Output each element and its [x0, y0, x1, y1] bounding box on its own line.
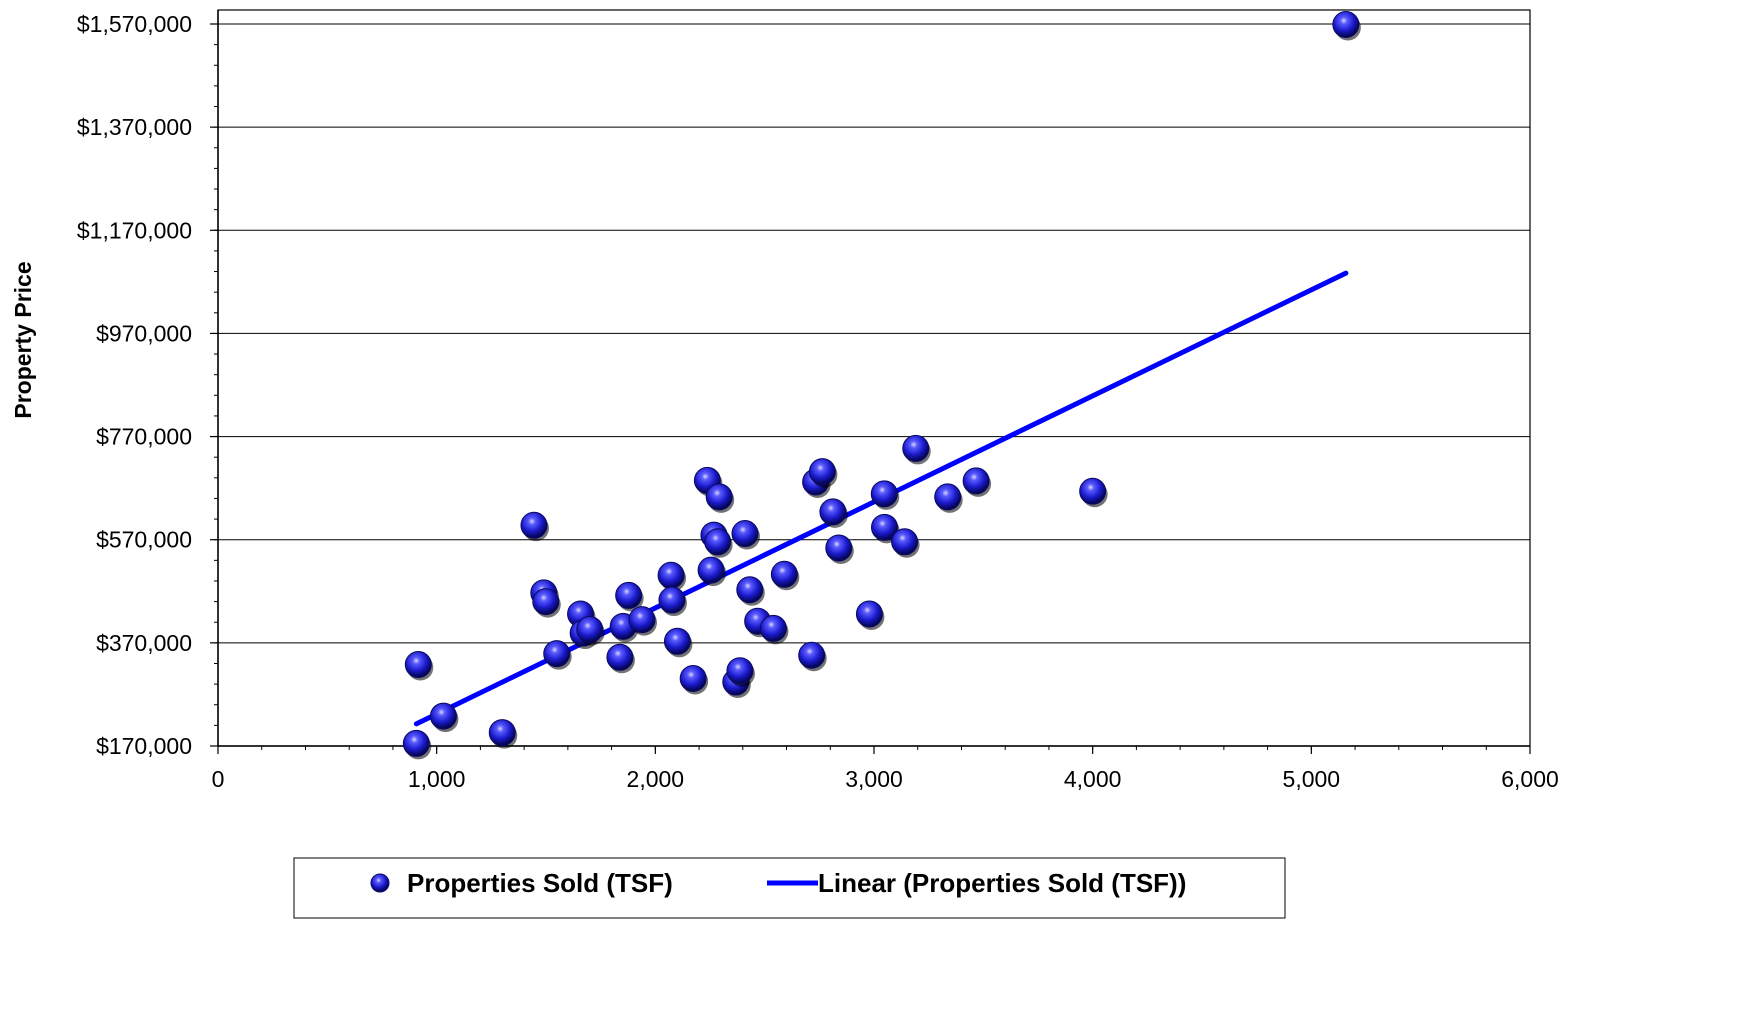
data-point-marker: [704, 528, 732, 556]
data-point-marker: [726, 657, 754, 685]
data-point-marker: [488, 719, 516, 747]
y-axis: $170,000 $370,000 $570,000 $770,000 $970,000…: [77, 10, 219, 759]
data-point: [1332, 11, 1361, 41]
data-point-marker: [770, 560, 798, 588]
legend-marker-points: [370, 873, 390, 893]
y-tick-label: $970,000: [96, 320, 192, 346]
y-tick-label: $370,000: [96, 630, 192, 656]
data-point-marker: [934, 483, 962, 511]
data-point: [770, 560, 800, 591]
y-tick-label: $1,370,000: [77, 114, 192, 140]
gridlines: [218, 23, 1530, 644]
data-point-marker: [870, 513, 898, 541]
data-point: [543, 640, 572, 670]
y-axis-title: Property Price: [10, 261, 36, 418]
plot-area-border: [217, 9, 1531, 747]
data-point-marker: [532, 588, 560, 616]
data-point-marker: [825, 534, 853, 562]
data-point: [962, 467, 992, 497]
data-point-marker: [1332, 11, 1360, 39]
data-point: [934, 483, 963, 513]
data-point: [658, 586, 687, 617]
data-point-marker: [429, 702, 457, 730]
data-point: [870, 480, 900, 510]
data-point-marker: [891, 528, 919, 556]
x-tick-label: 0: [212, 766, 225, 792]
legend-label-trendline: Linear (Properties Sold (TSF)): [818, 868, 1186, 898]
data-point: [606, 643, 635, 674]
data-point: [532, 588, 561, 618]
data-point: [404, 651, 434, 681]
data-point: [891, 528, 920, 558]
legend-label-points: Properties Sold (TSF): [407, 868, 673, 898]
legend-box: [293, 857, 1286, 919]
data-point-marker: [615, 581, 643, 609]
data-point: [576, 615, 605, 646]
data-point-marker: [404, 651, 432, 679]
data-point: [628, 606, 657, 636]
data-point-marker: [808, 458, 836, 486]
x-tick-label: 1,000: [408, 766, 466, 792]
data-point-marker: [1079, 477, 1107, 505]
legend: Properties Sold (TSF) Linear (Properties…: [293, 857, 1286, 919]
data-point-marker: [657, 561, 685, 589]
plot-frame: [217, 9, 1531, 747]
data-point-marker: [759, 614, 787, 642]
data-point: [808, 458, 838, 488]
x-tick-label: 3,000: [845, 766, 903, 792]
data-point: [902, 434, 931, 465]
data-point: [488, 719, 518, 749]
x-tick-label: 4,000: [1064, 766, 1122, 792]
data-point: [731, 520, 760, 550]
data-point: [663, 627, 693, 658]
x-tick-label: 2,000: [627, 766, 685, 792]
data-point: [697, 556, 727, 587]
data-point-marker: [819, 498, 847, 526]
data-point: [679, 664, 709, 695]
data-point: [705, 483, 735, 513]
y-tick-label: $570,000: [96, 527, 192, 553]
data-point-marker: [520, 511, 548, 539]
data-point-marker: [962, 467, 990, 495]
data-point: [1079, 477, 1108, 508]
y-tick-label: $1,170,000: [77, 217, 192, 243]
data-point: [726, 657, 755, 687]
data-point-marker: [576, 615, 604, 643]
data-point: [520, 511, 549, 542]
data-point: [615, 581, 644, 612]
data-point: [736, 576, 765, 606]
data-point-marker: [663, 627, 691, 655]
data-point: [429, 702, 459, 733]
data-point-marker: [705, 483, 733, 511]
data-point: [825, 534, 854, 564]
y-tick-label: $770,000: [96, 424, 192, 450]
data-point-marker: [402, 729, 430, 757]
data-point-marker: [628, 606, 656, 634]
data-point: [855, 600, 885, 630]
data-point-marker: [731, 520, 759, 548]
data-point: [759, 614, 789, 645]
x-tick-label: 6,000: [1501, 766, 1559, 792]
data-point: [704, 528, 733, 558]
y-tick-label: $170,000: [96, 733, 192, 759]
x-axis: 0 1,000 2,000 3,000 4,000 5,000 6,000: [212, 745, 1559, 792]
x-tick-label: 5,000: [1283, 766, 1341, 792]
data-point: [798, 641, 827, 672]
data-point: [402, 729, 432, 760]
data-point-marker: [658, 586, 686, 614]
data-point-marker: [855, 600, 883, 628]
data-point-marker: [543, 640, 571, 668]
data-point-marker: [606, 643, 634, 671]
data-point-marker: [736, 576, 764, 604]
data-point-marker: [902, 434, 930, 462]
data-point-marker: [870, 480, 898, 508]
data-point-marker: [679, 664, 707, 692]
data-point: [819, 498, 848, 528]
y-tick-label: $1,570,000: [77, 11, 192, 37]
data-point-marker: [798, 641, 826, 669]
points-layer: [402, 11, 1361, 760]
data-point-marker: [697, 556, 725, 584]
